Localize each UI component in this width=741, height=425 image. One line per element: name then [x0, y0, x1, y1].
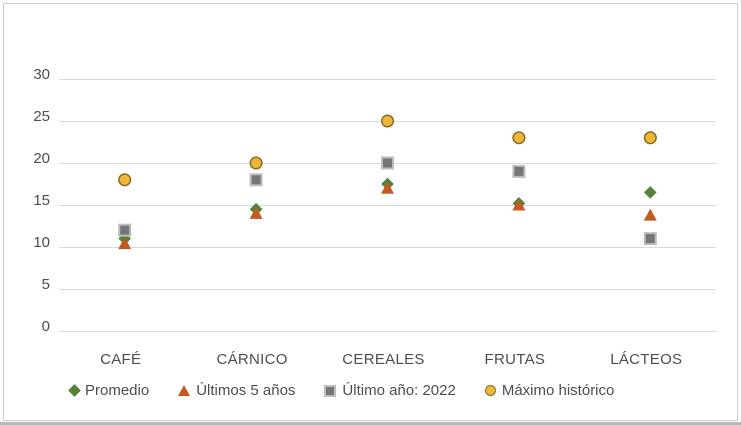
data-point-series2-cat4	[512, 198, 526, 211]
plot-area	[59, 79, 716, 332]
data-point-series4-cat5	[643, 131, 657, 145]
data-point-series3-cat1	[118, 223, 132, 237]
y-tick-label-0: 0	[41, 318, 50, 335]
legend-label-3: Último año: 2022	[342, 382, 456, 399]
square-marker-icon	[324, 384, 337, 397]
legend: Promedio Últimos 5 años Último año: 2022 Má…	[68, 382, 615, 399]
data-point-series3-cat3	[381, 156, 394, 170]
data-point-series4-cat2	[249, 156, 263, 170]
data-point-series2-cat2	[249, 206, 263, 219]
y-tick-label-15: 15	[33, 192, 50, 209]
category-label-4: FRUTAS	[484, 351, 546, 368]
bottom-edge-line	[0, 422, 741, 425]
gridline-y-15	[59, 205, 716, 206]
category-label-5: LÁCTEOS	[610, 351, 683, 368]
triangle-marker-icon	[178, 385, 191, 396]
gridline-y-5	[59, 289, 716, 290]
y-tick-label-10: 10	[33, 234, 50, 251]
legend-item-2: Últimos 5 años	[178, 382, 295, 399]
data-point-series4-cat3	[380, 114, 395, 128]
data-points-layer	[118, 114, 657, 250]
data-point-series2-cat1	[118, 237, 132, 250]
y-tick-label-25: 25	[33, 108, 50, 125]
data-point-series3-cat2	[249, 173, 263, 187]
data-point-series3-cat5	[643, 232, 657, 246]
data-point-series3-cat4	[512, 164, 526, 178]
category-label-2: CÁRNICO	[216, 351, 288, 368]
legend-label-1: Promedio	[85, 382, 150, 399]
category-label-1: CAFÉ	[100, 351, 142, 368]
legend-item-3: Último año: 2022	[324, 382, 456, 399]
data-point-series4-cat1	[118, 173, 132, 187]
category-label-3: CEREALES	[342, 351, 425, 368]
y-tick-label-20: 20	[33, 150, 50, 167]
legend-item-4: Máximo histórico	[484, 382, 615, 399]
y-tick-label-30: 30	[33, 66, 50, 83]
legend-label-4: Máximo histórico	[501, 382, 615, 399]
data-point-series1-cat5	[644, 186, 657, 199]
legend-label-2: Últimos 5 años	[196, 382, 296, 399]
data-point-series4-cat4	[512, 131, 526, 145]
legend-item-1: Promedio	[68, 382, 150, 399]
circle-marker-icon	[484, 385, 496, 396]
data-point-series2-cat5	[643, 208, 657, 221]
data-point-series2-cat3	[381, 181, 394, 194]
diamond-marker-icon	[68, 384, 81, 397]
gridline-y-30	[59, 79, 716, 80]
gridline-y-10	[59, 247, 716, 248]
y-tick-label-5: 5	[41, 276, 50, 293]
gridline-y-0	[59, 331, 716, 332]
chart-border: 0 5 10 15 20 25 30 CAFÉ CÁRNICO CEREALES FRUTAS LÁ…	[3, 3, 738, 421]
